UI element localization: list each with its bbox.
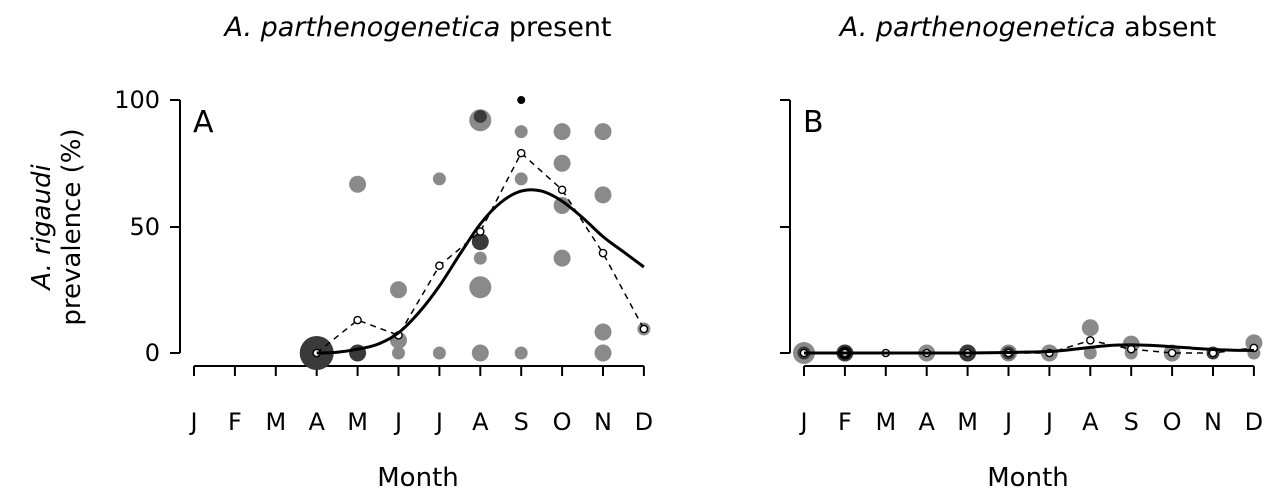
- panel-a-data-point: [514, 125, 528, 139]
- panel-a-mean-point: [435, 261, 444, 271]
- panel-a-points: [299, 96, 651, 370]
- panel-a-x-tick-label: F: [228, 408, 242, 436]
- panel-b-x-tick-label: J: [1003, 408, 1012, 436]
- panel-b-x-tick-label: J: [1044, 408, 1053, 436]
- panel-a-data-point: [553, 249, 571, 267]
- panel-b-x-tick-label: D: [1245, 408, 1263, 436]
- panel-a-title-status: present: [500, 12, 611, 43]
- panel-a-label: A: [193, 105, 214, 140]
- panel-b-title-status: absent: [1116, 12, 1217, 43]
- panel-a-x-tick-label: A: [308, 408, 325, 436]
- y-axis-label-species: A. rigaudi: [27, 164, 57, 292]
- panel-a-title: A. parthenogenetica present: [222, 12, 611, 43]
- panel-b-title-species: A. parthenogenetica: [838, 12, 1116, 43]
- panel-a-data-point: [349, 175, 367, 193]
- panel-a-data-point: [471, 233, 489, 251]
- panel-a-x-tick-label: N: [594, 408, 612, 436]
- panel-a-data-point: [514, 172, 528, 186]
- panel-a-data-point: [553, 154, 571, 172]
- panel-a-x-tick-label: M: [265, 408, 286, 436]
- panel-b-x-tick-label: M: [957, 408, 978, 436]
- panel-a-data-point: [594, 186, 612, 204]
- panel-a-x-tick-label: M: [347, 408, 368, 436]
- panel-a: A. parthenogenetica present A. rigaudi p…: [27, 12, 653, 493]
- panel-a-data-point: [517, 96, 526, 104]
- panel-a-fitted-curve: [316, 188, 645, 355]
- panel-b-x-tick-label: J: [798, 408, 807, 436]
- panel-b-x-tick-label: N: [1204, 408, 1222, 436]
- panel-a-data-point: [469, 276, 492, 299]
- panel-b-label: B: [803, 105, 824, 140]
- panel-b-data-point: [1081, 319, 1099, 337]
- panel-a-x-axis-label: Month: [377, 463, 459, 493]
- panel-b-title: A. parthenogenetica absent: [838, 12, 1216, 43]
- panel-a-x-tick-label: D: [635, 408, 653, 436]
- panel-a-data-point: [553, 197, 571, 215]
- panel-a-x-tick-label: J: [434, 408, 443, 436]
- panel-b-x-tick-label: M: [875, 408, 896, 436]
- panel-a-mean-point: [639, 324, 649, 334]
- panel-a-data-point: [514, 346, 528, 360]
- y-tick-label-50: 50: [129, 213, 160, 241]
- panel-a-x-tick-label: J: [188, 408, 197, 436]
- panel-b-mean-point: [1086, 336, 1095, 345]
- panel-a-x-tick-label: S: [514, 408, 529, 436]
- y-axis-label-prevalence: prevalence (%): [57, 128, 87, 325]
- panel-a-data-point: [392, 346, 405, 360]
- panel-a-data-point: [594, 323, 612, 341]
- panel-a-data-point: [594, 123, 612, 141]
- panel-a-x-tick-label: J: [393, 408, 402, 436]
- panel-b-x-tick-label: A: [1082, 408, 1099, 436]
- panel-a-data-point: [473, 109, 487, 123]
- y-tick-label-0: 0: [145, 339, 160, 367]
- panel-b-x-axis-label: Month: [987, 463, 1069, 493]
- panel-b-fitted-curve: [804, 343, 1254, 355]
- panel-a-x-tick-label: A: [472, 408, 489, 436]
- panel-a-data-point: [432, 172, 446, 186]
- panel-b-x-tick-label: S: [1124, 408, 1139, 436]
- panel-a-observed-mean-line: [316, 151, 645, 354]
- panel-b-data-point: [1083, 346, 1097, 360]
- panel-a-data-point: [473, 251, 487, 265]
- panel-a-data-point: [471, 344, 489, 362]
- panel-b-mean-point: [1126, 344, 1136, 354]
- panel-a-mean-point: [557, 185, 567, 195]
- panel-a-data-point: [390, 281, 407, 299]
- panel-b-mean-point: [1167, 348, 1177, 358]
- panel-a-data-point: [553, 123, 571, 141]
- panel-a-x-tick-label: O: [553, 408, 572, 436]
- panel-a-mean-point: [353, 315, 362, 325]
- panel-a-data-point: [594, 344, 612, 362]
- panel-a-mean-point: [516, 148, 526, 158]
- panel-a-mean-point: [598, 248, 608, 258]
- panel-b-points: [793, 319, 1263, 364]
- panel-b-data-point: [1245, 334, 1263, 352]
- panel-b-x-tick-label: O: [1163, 408, 1182, 436]
- panel-a-title-species: A. parthenogenetica: [222, 12, 500, 43]
- y-tick-label-100: 100: [114, 86, 160, 114]
- panel-a-mean-point: [475, 227, 485, 236]
- panel-a-observed-mean-points: [312, 148, 649, 358]
- panel-b-x-tick-label: F: [838, 408, 852, 436]
- panel-a-data-point: [432, 346, 446, 360]
- panel-b-x-tick-label: A: [918, 408, 935, 436]
